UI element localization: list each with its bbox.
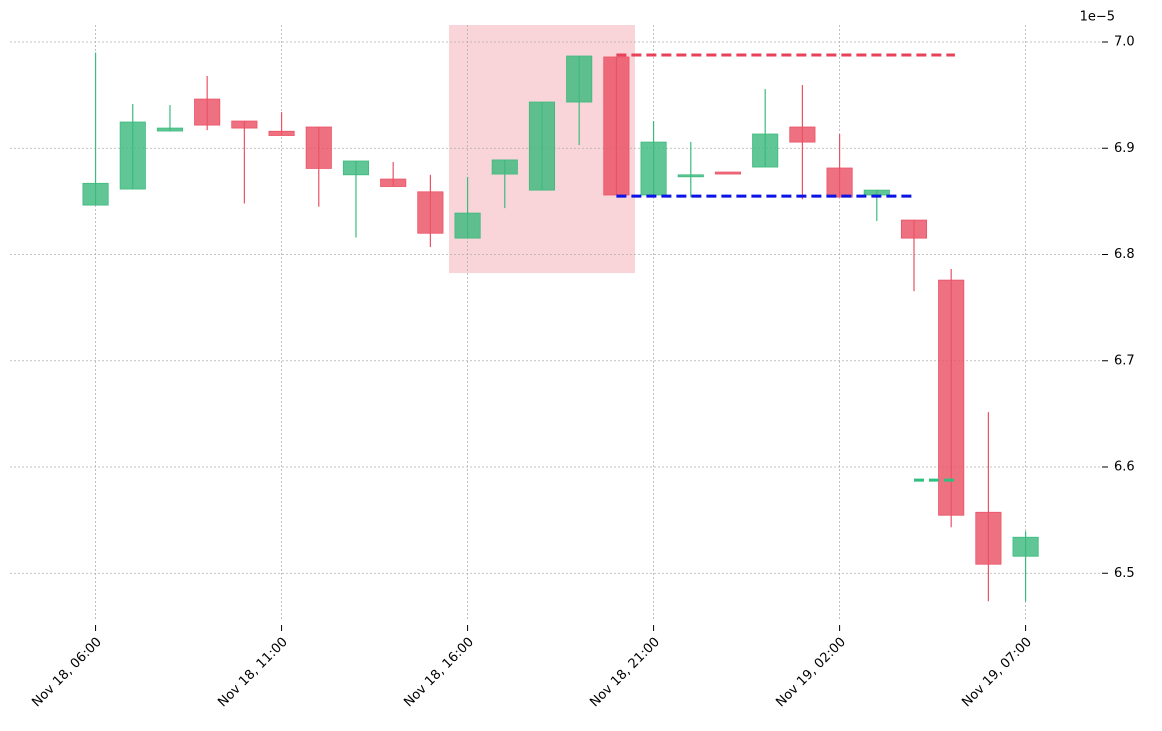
candle-body: [417, 191, 444, 234]
candle-body: [566, 55, 593, 103]
y-tick-label: 7.0: [1114, 35, 1135, 50]
candle-body: [119, 121, 146, 190]
candle-body: [82, 182, 109, 206]
y-tick-label: 6.5: [1114, 566, 1135, 581]
axis-offset: 1e−5: [1080, 10, 1115, 25]
candle-body: [640, 141, 667, 196]
candle-body: [714, 171, 742, 175]
candle-body: [1012, 536, 1039, 557]
candle-body: [528, 101, 556, 191]
candle-body: [789, 126, 816, 143]
y-tick-label: 6.8: [1114, 247, 1135, 262]
candle-body: [231, 120, 258, 129]
x-tick-label: Nov 19, 02:00: [773, 635, 849, 711]
y-tick-label: 6.7: [1114, 353, 1135, 368]
candle-body: [677, 174, 704, 178]
candle-body: [454, 212, 481, 239]
candle-body: [603, 56, 630, 196]
x-tick-label: Nov 19, 07:00: [959, 635, 1035, 711]
candle-body: [491, 159, 518, 175]
y-tick-label: 6.9: [1114, 141, 1135, 156]
candle-body: [268, 130, 295, 136]
y-tick-label: 6.6: [1114, 460, 1135, 475]
x-tick-label: Nov 18, 11:00: [215, 635, 291, 711]
candle-body: [826, 167, 853, 198]
candle-body: [975, 511, 1002, 565]
candle-body: [900, 219, 928, 239]
candle-body: [305, 126, 332, 169]
candle-body: [342, 160, 370, 176]
x-tick-label: Nov 18, 21:00: [587, 635, 663, 711]
x-tick-label: Nov 18, 16:00: [401, 635, 477, 711]
candle-body: [863, 189, 890, 196]
x-tick-label: Nov 18, 06:00: [29, 635, 105, 711]
candle-body: [938, 279, 965, 516]
candle-body: [380, 178, 407, 187]
candle-body: [194, 98, 221, 126]
candle-body: [752, 133, 779, 168]
candle-body: [156, 127, 184, 132]
